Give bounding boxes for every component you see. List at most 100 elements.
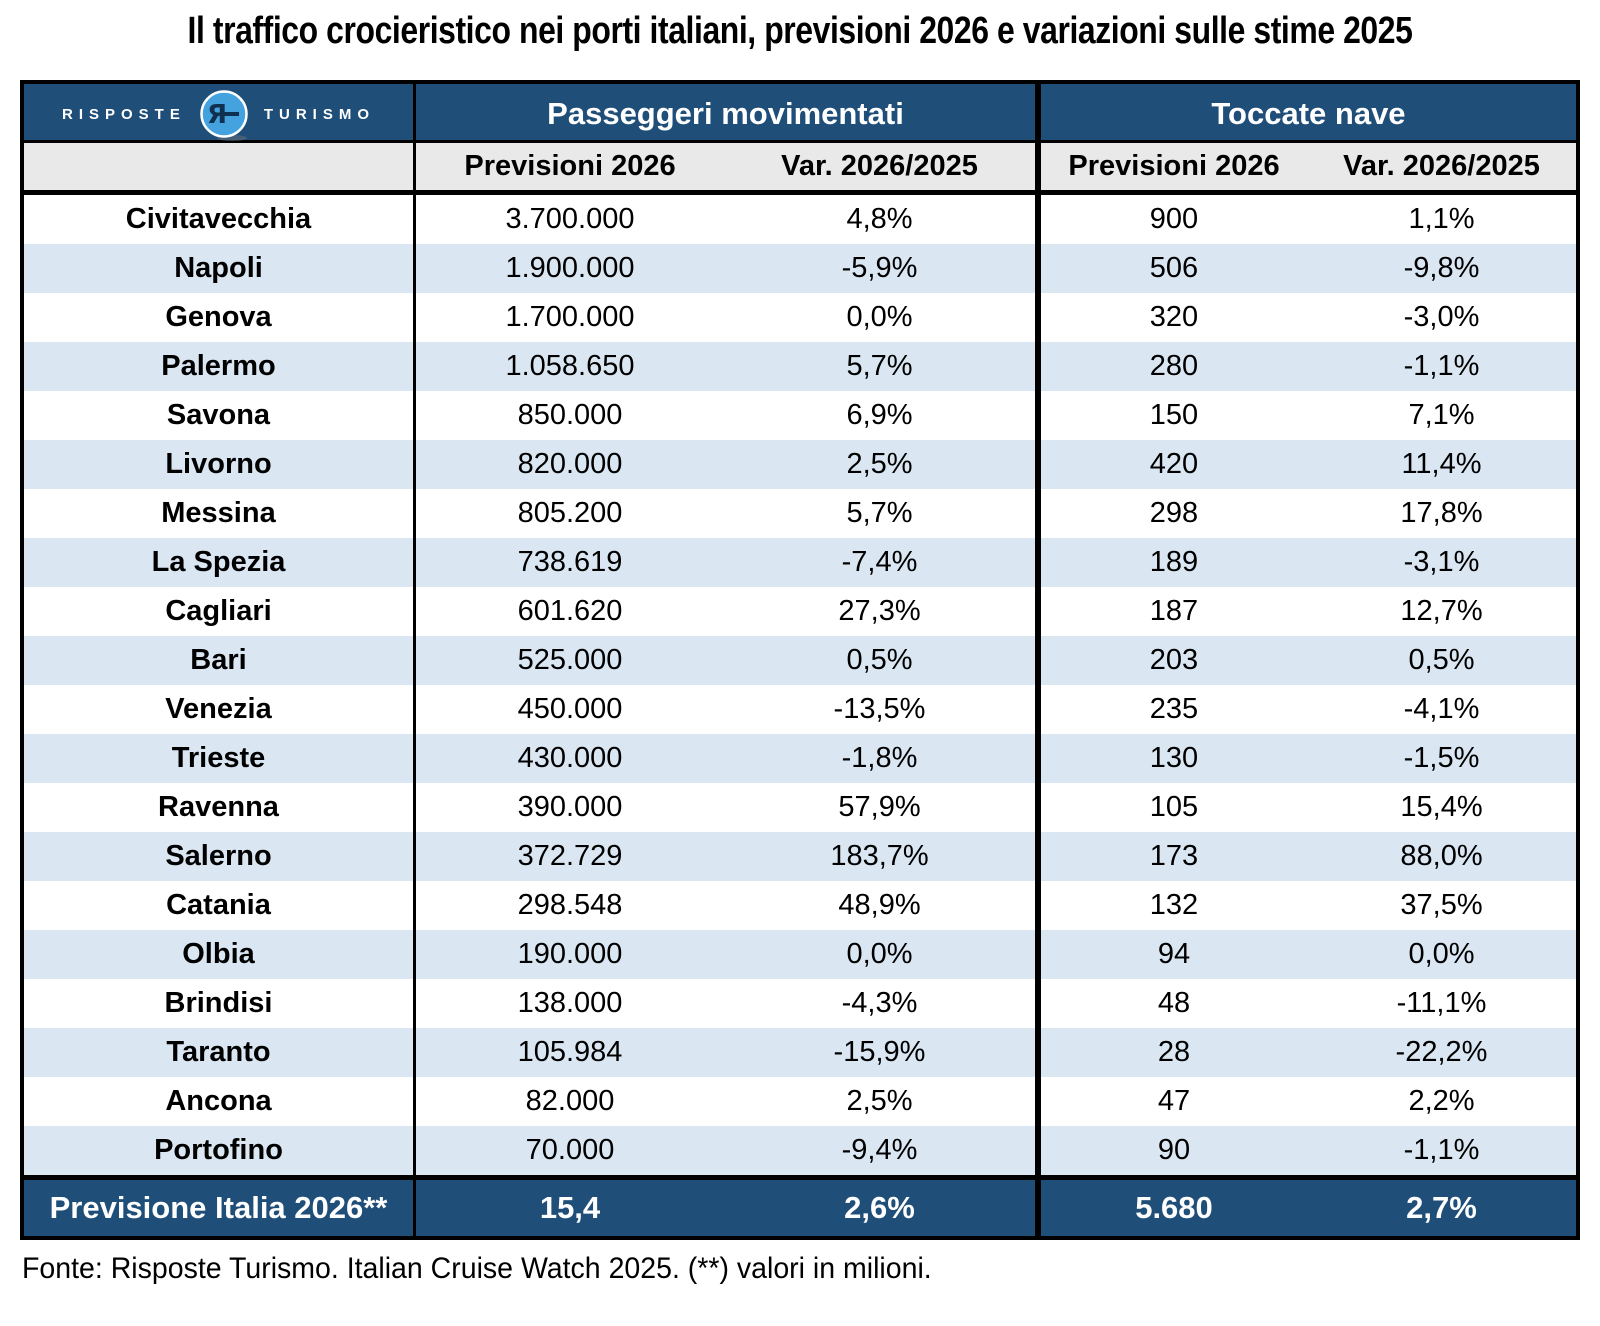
calls-variation-cell: -11,1%	[1396, 987, 1487, 1019]
svg-text:Я: Я	[207, 100, 227, 130]
page-title: Il traffico crocieristico nei porti ital…	[187, 10, 1413, 52]
pax-variation-cell: -9,4%	[841, 1134, 918, 1166]
pax-forecast-cell: 525.000	[413, 636, 724, 685]
source-note: Fonte: Risposte Turismo. Italian Cruise …	[22, 1252, 932, 1285]
table-row: Civitavecchia 3.700.000 4,8% 900 1,1%	[24, 195, 1576, 244]
calls-forecast-cell: 28	[1035, 1028, 1307, 1077]
table-row: Messina 805.200 5,7% 298 17,8%	[24, 489, 1576, 538]
port-cell: Savona	[166, 399, 271, 431]
pax-forecast-cell: 1.058.650	[413, 342, 724, 391]
risposte-turismo-logo-icon: Я	[199, 89, 251, 149]
subheader-pax-variation: Var. 2026/2025	[781, 150, 978, 182]
table-row: Trieste 430.000 -1,8% 130 -1,5%	[24, 734, 1576, 783]
table-row: Ravenna 390.000 57,9% 105 15,4%	[24, 783, 1576, 832]
calls-forecast-cell: 189	[1035, 538, 1307, 587]
pax-variation-cell: 2,5%	[846, 1085, 913, 1117]
table-row: Portofino 70.000 -9,4% 90 -1,1%	[24, 1126, 1576, 1175]
pax-variation-cell: 0,0%	[846, 938, 913, 970]
totals-calls-variation: 2,7%	[1406, 1190, 1477, 1225]
pax-forecast-cell: 738.619	[413, 538, 724, 587]
calls-forecast-cell: 420	[1035, 440, 1307, 489]
table-row: Venezia 450.000 -13,5% 235 -4,1%	[24, 685, 1576, 734]
pax-forecast-cell: 430.000	[413, 734, 724, 783]
pax-variation-cell: -4,3%	[841, 987, 918, 1019]
pax-variation-cell: -7,4%	[841, 546, 918, 578]
totals-row: Previsione Italia 2026** 15,4 2,6% 5.680…	[24, 1175, 1576, 1236]
pax-forecast-cell: 850.000	[413, 391, 724, 440]
pax-variation-cell: 0,5%	[846, 644, 913, 676]
calls-forecast-cell: 506	[1035, 244, 1307, 293]
port-cell: La Spezia	[151, 546, 286, 578]
pax-variation-cell: -13,5%	[833, 693, 926, 725]
port-cell: Olbia	[182, 938, 255, 970]
table-row: Taranto 105.984 -15,9% 28 -22,2%	[24, 1028, 1576, 1077]
calls-variation-cell: 0,5%	[1408, 644, 1475, 676]
calls-forecast-cell: 90	[1035, 1126, 1307, 1175]
totals-pax-forecast: 15,4	[413, 1180, 724, 1236]
calls-forecast-cell: 150	[1035, 391, 1307, 440]
calls-forecast-cell: 298	[1035, 489, 1307, 538]
calls-forecast-cell: 900	[1035, 195, 1307, 244]
cruise-traffic-table: RISPOSTE Я TURISMO Passeggeri movimentat…	[20, 80, 1580, 1240]
pax-forecast-cell: 105.984	[413, 1028, 724, 1077]
calls-variation-cell: 17,8%	[1400, 497, 1483, 529]
calls-forecast-cell: 320	[1035, 293, 1307, 342]
table-body: Civitavecchia 3.700.000 4,8% 900 1,1% Na…	[24, 195, 1576, 1175]
port-cell: Napoli	[174, 252, 263, 284]
calls-forecast-cell: 48	[1035, 979, 1307, 1028]
calls-variation-cell: 12,7%	[1400, 595, 1483, 627]
table-row: Bari 525.000 0,5% 203 0,5%	[24, 636, 1576, 685]
calls-variation-cell: 2,2%	[1408, 1085, 1475, 1117]
pax-variation-cell: 6,9%	[846, 399, 913, 431]
logo-word-risposte: RISPOSTE	[61, 105, 186, 123]
calls-variation-cell: 1,1%	[1408, 203, 1475, 235]
pax-variation-cell: 5,7%	[846, 350, 913, 382]
port-cell: Ravenna	[158, 791, 279, 823]
pax-variation-cell: 0,0%	[846, 301, 913, 333]
logo-word-turismo: TURISMO	[263, 105, 376, 123]
calls-variation-cell: -1,1%	[1403, 350, 1480, 382]
port-cell: Civitavecchia	[125, 203, 312, 235]
calls-forecast-cell: 280	[1035, 342, 1307, 391]
calls-variation-cell: -3,0%	[1403, 301, 1480, 333]
calls-forecast-cell: 47	[1035, 1077, 1307, 1126]
calls-forecast-cell: 235	[1035, 685, 1307, 734]
table-row: Salerno 372.729 183,7% 173 88,0%	[24, 832, 1576, 881]
totals-pax-variation: 2,6%	[844, 1190, 915, 1225]
calls-forecast-cell: 187	[1035, 587, 1307, 636]
subheader-calls-forecast: Previsioni 2026	[1035, 143, 1307, 190]
port-cell: Cagliari	[165, 595, 272, 627]
port-cell: Brindisi	[164, 987, 273, 1019]
table-row: Savona 850.000 6,9% 150 7,1%	[24, 391, 1576, 440]
pax-variation-cell: 48,9%	[838, 889, 921, 921]
pax-variation-cell: 27,3%	[838, 595, 921, 627]
port-cell: Taranto	[166, 1036, 271, 1068]
pax-variation-cell: 4,8%	[846, 203, 913, 235]
pax-forecast-cell: 138.000	[413, 979, 724, 1028]
pax-forecast-cell: 70.000	[413, 1126, 724, 1175]
table-row: Cagliari 601.620 27,3% 187 12,7%	[24, 587, 1576, 636]
calls-variation-cell: -9,8%	[1403, 252, 1480, 284]
table-row: Catania 298.548 48,9% 132 37,5%	[24, 881, 1576, 930]
risposte-turismo-logo: RISPOSTE Я TURISMO	[24, 84, 413, 144]
pax-variation-cell: -15,9%	[833, 1036, 926, 1068]
group-header-ship-calls: Toccate nave	[1035, 84, 1576, 144]
pax-forecast-cell: 1.700.000	[413, 293, 724, 342]
calls-variation-cell: 11,4%	[1401, 448, 1482, 480]
port-cell: Messina	[161, 497, 276, 529]
calls-variation-cell: -22,2%	[1395, 1036, 1488, 1068]
port-cell: Livorno	[165, 448, 272, 480]
pax-variation-cell: 57,9%	[838, 791, 921, 823]
pax-forecast-cell: 372.729	[413, 832, 724, 881]
port-cell: Catania	[166, 889, 271, 921]
table-row: Livorno 820.000 2,5% 420 11,4%	[24, 440, 1576, 489]
table-row: Ancona 82.000 2,5% 47 2,2%	[24, 1077, 1576, 1126]
pax-variation-cell: -1,8%	[841, 742, 918, 774]
subheader-calls-variation: Var. 2026/2025	[1343, 150, 1540, 182]
calls-variation-cell: -1,1%	[1403, 1134, 1480, 1166]
calls-forecast-cell: 203	[1035, 636, 1307, 685]
table-row: Genova 1.700.000 0,0% 320 -3,0%	[24, 293, 1576, 342]
pax-forecast-cell: 190.000	[413, 930, 724, 979]
calls-forecast-cell: 132	[1035, 881, 1307, 930]
